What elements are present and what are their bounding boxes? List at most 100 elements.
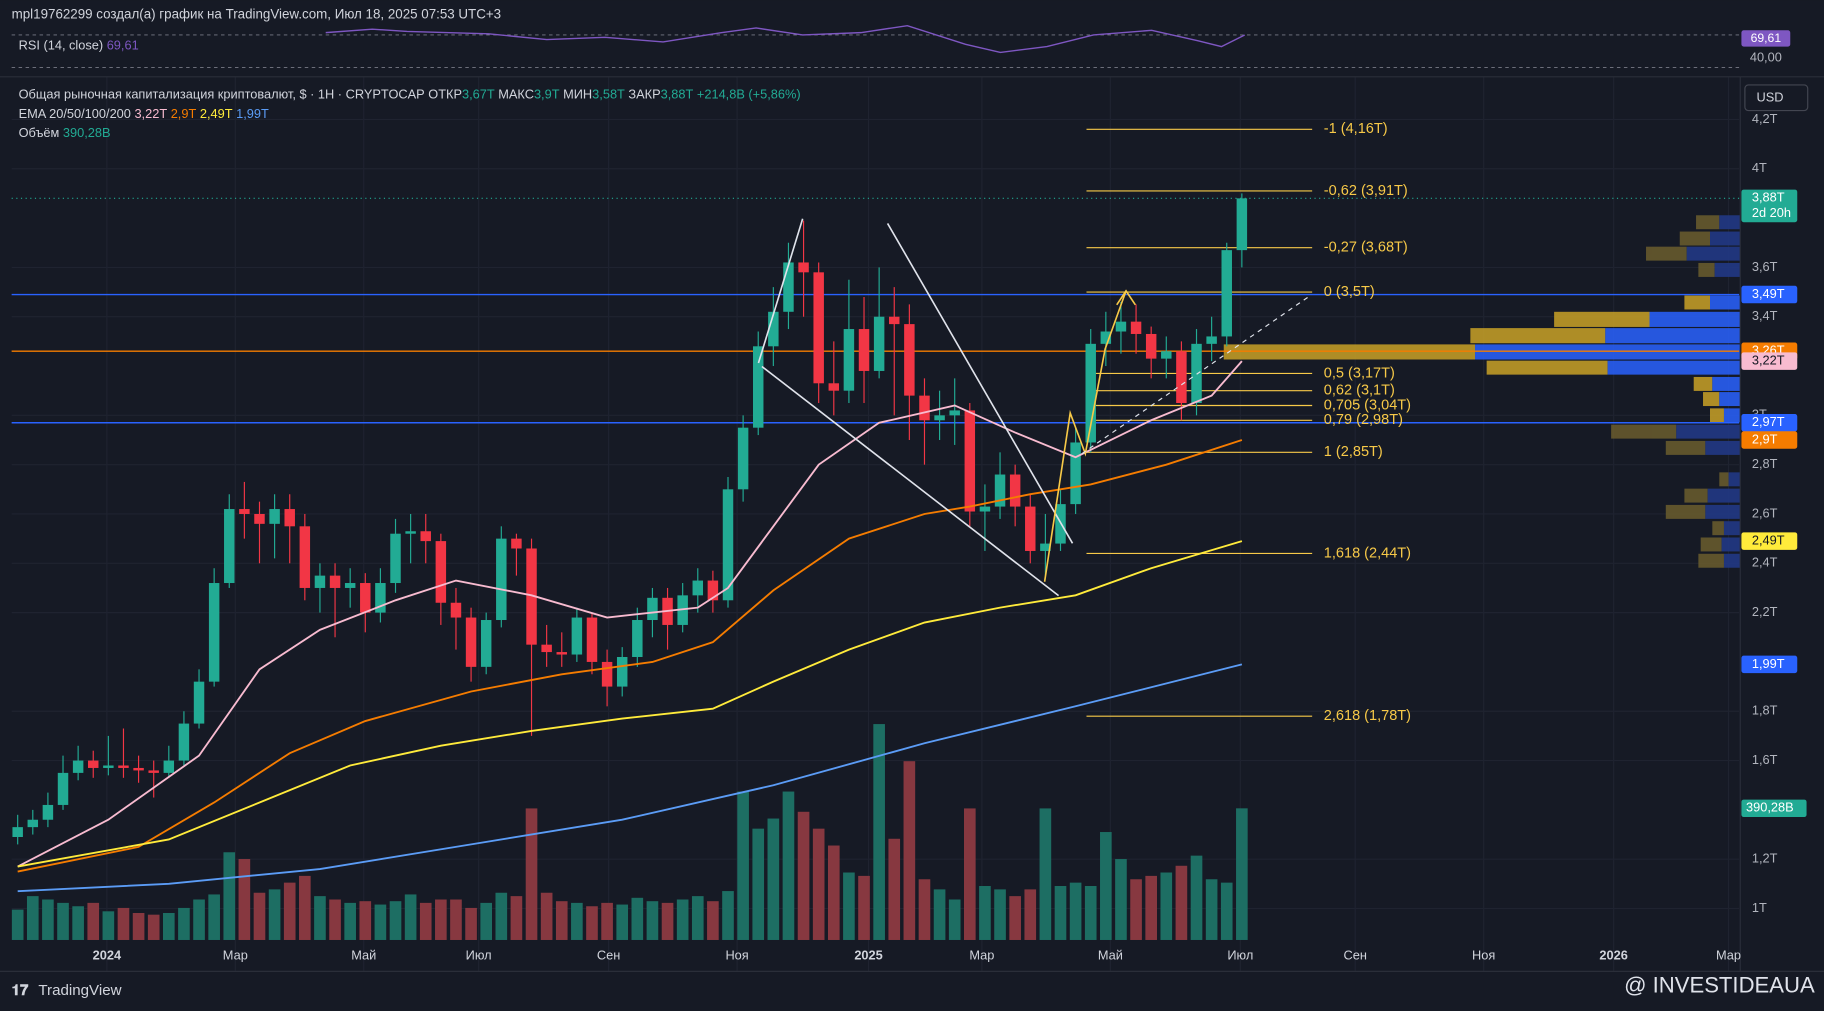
volume-bar [918, 879, 931, 940]
candle-body [1100, 331, 1112, 344]
candle-body [360, 583, 371, 613]
candle-body [344, 583, 356, 588]
volume-bar [72, 906, 84, 940]
candle-body [193, 681, 205, 724]
fib-label: 1,618 (2,44T) [1324, 545, 1411, 561]
price-label: 1,99T [1752, 656, 1785, 671]
x-tick-label: Сен [597, 948, 620, 963]
ema-line [17, 663, 1243, 893]
volume-bar [178, 907, 190, 940]
legend-line: Общая рыночная капитализация криптовалют… [19, 87, 801, 102]
fib-label: 0,79 (2,98T) [1324, 412, 1403, 428]
candle-body [1070, 442, 1081, 505]
axes: 4,2T4T3,6T3,4T3T2,8T2,6T2,4T2,2T1,8T1,6T… [93, 111, 1807, 963]
y-tick-label: 2,6T [1752, 505, 1778, 520]
candle-body [601, 661, 613, 687]
volume-bar [1069, 882, 1082, 940]
price-label-box [1741, 189, 1798, 223]
symbol-title: Общая рыночная капитализация криптовалют… [19, 87, 425, 102]
ema-line [17, 439, 1243, 873]
rsi-panel: 69,61 40,00 [0, 24, 1824, 78]
candle-body [208, 583, 220, 682]
candle-body [1040, 543, 1051, 551]
close-value: 3,88T [661, 87, 694, 102]
candle-body [375, 583, 386, 613]
ema-line [17, 360, 1243, 868]
candle-body [541, 644, 552, 653]
price-label: 2,97T [1752, 414, 1785, 429]
volume-bar [843, 872, 855, 940]
volume-bar [661, 902, 674, 940]
candle-body [42, 804, 54, 820]
volume-bar [329, 899, 341, 940]
low-label: МИН [563, 87, 592, 102]
volume-bar [812, 828, 825, 940]
rsi-label: RSI (14, close) [19, 38, 104, 53]
y-tick-label: 4,2T [1752, 111, 1778, 126]
candle-body [405, 531, 416, 534]
candle-body [526, 548, 537, 645]
volume-bar [858, 875, 870, 940]
candle-body [737, 427, 749, 490]
volume-bar [26, 896, 39, 940]
candle-body [1176, 351, 1187, 404]
ema-value: 3,22T [134, 107, 167, 122]
volume-bar [616, 904, 629, 940]
open-label: ОТКР [428, 87, 462, 102]
author-line: mpl19762299 создал(а) график на TradingV… [12, 7, 501, 22]
candle-body [919, 395, 930, 421]
y-tick-label: 1,2T [1752, 851, 1778, 866]
volume-bar [555, 901, 568, 940]
price-label-box [1741, 352, 1798, 370]
volume-bar [238, 859, 251, 940]
candle-body [964, 410, 976, 512]
volume-bar [419, 902, 432, 940]
candle-body [329, 575, 341, 588]
candle-body [752, 346, 764, 428]
currency-button[interactable] [1744, 84, 1809, 112]
low-value: 3,58T [592, 87, 625, 102]
fib-label: 1 (2,85T) [1324, 444, 1383, 460]
volume-bar [646, 901, 659, 940]
currency-label[interactable]: USD [1757, 90, 1784, 105]
volume-bar [994, 889, 1006, 940]
candle-body [768, 311, 779, 347]
x-tick-label: Мар [223, 948, 248, 963]
volume-bar [450, 899, 462, 940]
volume-bar [374, 904, 387, 940]
volume-bar [299, 875, 311, 940]
candle-body [979, 506, 991, 512]
plot: -1 (4,16T) -0,62 (3,91T) -0,27 (3,68T) 0 (3… [11, 121, 1740, 940]
volume-bar [283, 882, 296, 940]
volume-bar [948, 899, 961, 940]
y-tick-label: 2,2T [1752, 604, 1778, 619]
close-label: ЗАКР [628, 87, 660, 102]
x-tick-label: Май [1098, 948, 1123, 963]
volume-bar [586, 906, 598, 940]
volume-bar [314, 896, 326, 940]
candle-body [949, 410, 960, 416]
candle-body [1161, 351, 1172, 359]
candle-body [450, 602, 462, 618]
candle-body [314, 575, 326, 588]
volume-bar [737, 791, 749, 940]
candle-body [1206, 336, 1217, 344]
high-value: 3,9T [534, 87, 560, 102]
volume-value: 390,28B [63, 125, 111, 140]
x-tick-label: Ноя [1472, 948, 1495, 963]
high-label: МАКС [498, 87, 534, 102]
volume-bar [344, 902, 356, 940]
y-tick-label: 1,8T [1752, 703, 1778, 718]
volume-bar [1054, 886, 1067, 940]
volume-bar [253, 892, 266, 940]
volume-bar [132, 912, 145, 940]
volume-bar [1205, 879, 1218, 940]
candle-body [496, 538, 507, 621]
volume-bar [1115, 859, 1127, 940]
x-tick-label: 2026 [1599, 948, 1627, 963]
candle-body [828, 383, 840, 391]
candle-body [72, 760, 84, 773]
volume-bar [571, 902, 583, 940]
price-label: 2,49T [1752, 532, 1785, 547]
volume-bar [767, 818, 780, 940]
